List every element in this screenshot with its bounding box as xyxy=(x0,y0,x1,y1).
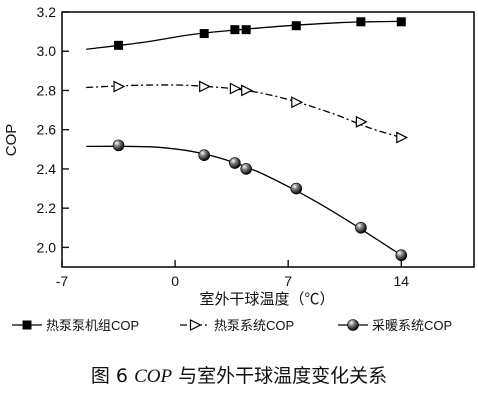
legend: 热泵泵机组COP 热泵系统COP 采暖系统COP xyxy=(12,318,452,333)
plot-frame xyxy=(61,11,475,268)
data-point xyxy=(291,21,301,31)
data-point xyxy=(291,96,304,109)
legend-marker xyxy=(22,320,32,330)
data-point xyxy=(229,82,242,95)
legend-marker xyxy=(189,319,202,331)
series-line xyxy=(86,20,402,50)
data-point xyxy=(230,25,240,35)
data-point xyxy=(229,157,241,169)
caption-suffix: 与室外干球温度变化关系 xyxy=(172,365,388,387)
x-tick-label: 0 xyxy=(171,273,179,289)
series-markers xyxy=(112,17,409,262)
y-tick-label: 2.6 xyxy=(37,122,57,138)
data-point xyxy=(241,25,251,35)
x-tick-label: -7 xyxy=(56,273,69,289)
legend-marker xyxy=(347,319,359,331)
series-curves xyxy=(86,20,402,256)
legend-label: 采暖系统COP xyxy=(372,318,452,333)
data-point xyxy=(355,115,368,128)
data-point xyxy=(396,131,409,144)
y-tick-label: 3.0 xyxy=(37,43,57,59)
y-tick-label: 2.0 xyxy=(37,239,57,255)
data-point xyxy=(396,17,406,27)
data-point xyxy=(356,17,366,27)
data-point xyxy=(290,182,303,195)
data-point xyxy=(112,139,125,152)
figure-caption: 图 6 COP 与室外干球温度变化关系 xyxy=(0,364,478,389)
series-line xyxy=(86,84,402,139)
y-tick-label: 3.2 xyxy=(37,4,57,20)
data-point xyxy=(198,149,210,161)
legend-label: 热泵系统COP xyxy=(214,318,294,333)
data-point xyxy=(395,249,408,262)
x-tick-label: 14 xyxy=(394,273,410,289)
y-axis-title: COP xyxy=(3,124,20,157)
legend-label: 热泵泵机组COP xyxy=(46,318,139,333)
caption-emphasis: COP xyxy=(134,366,173,387)
y-tick-label: 2.2 xyxy=(37,200,57,216)
y-tick-label: 2.8 xyxy=(37,82,57,98)
data-point xyxy=(241,84,254,97)
data-point xyxy=(355,221,367,234)
x-tick-label: 7 xyxy=(284,273,292,289)
series-line xyxy=(86,145,402,256)
data-point xyxy=(240,163,252,175)
data-point xyxy=(113,80,126,93)
data-point xyxy=(114,40,124,50)
y-axis-ticks: 2.0 2.2 2.4 2.6 2.8 3.0 3.2 xyxy=(37,4,69,255)
data-point xyxy=(199,80,212,93)
caption-prefix: 图 6 xyxy=(90,365,135,387)
x-axis-ticks: -7 0 7 14 xyxy=(56,260,410,289)
data-point xyxy=(199,29,209,39)
y-tick-label: 2.4 xyxy=(37,161,57,177)
x-axis-title: 室外干球温度（℃） xyxy=(199,291,334,308)
